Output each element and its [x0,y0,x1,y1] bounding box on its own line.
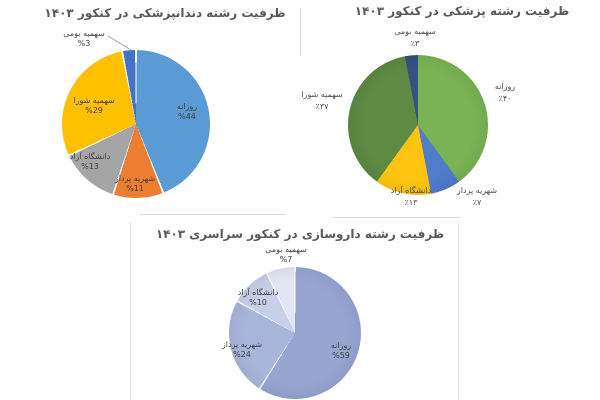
slice-label-sahmiye-bumi: سهمیه بومی ٪۳ [394,27,436,48]
slice-label-daneshgah-azad: دانشگاه آزاد %10 [237,288,279,307]
slice-label-rozaneh: روزانه %59 [330,341,352,360]
pie-dentistry [62,50,210,198]
slice-label-shahriye-pardaz: شهریه پرداز %11 [114,174,156,193]
slice-label-shahriye-pardaz: شهریه پرداز ٪۷ [456,186,498,207]
chart-dentistry: ظرفیت رشته دندانپزشکی در کنکور ۱۴۰۳ روزا… [0,0,300,218]
slice-label-daneshgah-azad: دانشگاه آزاد ٪۱۳ [390,186,432,207]
divider-line [130,222,131,400]
pie-pharmacy [229,267,361,399]
slice-label-sahmiye-shora: سهمیه شورا %29 [73,96,115,115]
slice-label-sahmiye-bumi: سهمیه بومی %7 [265,245,307,264]
slice-label-daneshgah-azad: دانشگاه آزاد %13 [69,152,111,171]
slice-label-rozaneh: روزانه %44 [176,102,198,121]
slice-label-sahmiye-bumi: سهمیه بومی %3 [63,29,105,48]
slice-label-sahmiye-shora: سهمیه شورا ٪۳۷ [301,90,343,111]
chart-medicine-title: ظرفیت رشته پزشکی در کنکور ۱۴۰۳ [354,4,570,18]
divider-line [333,217,460,218]
chart-medicine: ظرفیت رشته پزشکی در کنکور ۱۴۰۳ روزانه ٪۴… [300,0,600,222]
divider-line [300,8,301,56]
slice-label-shahriye-pardaz: شهریه پرداز %24 [221,340,263,359]
divider-line [140,214,285,215]
pie-medicine [348,55,488,195]
chart-pharmacy: ظرفیت رشته داروسازی در کنکور سراسری ۱۴۰۳… [130,222,470,400]
divider-line [458,222,459,400]
chart-pharmacy-title: ظرفیت رشته داروسازی در کنکور سراسری ۱۴۰۳ [155,227,445,241]
slice-label-rozaneh: روزانه ٪۴۰ [494,82,516,103]
chart-dentistry-title: ظرفیت رشته دندانپزشکی در کنکور ۱۴۰۳ [44,6,286,20]
